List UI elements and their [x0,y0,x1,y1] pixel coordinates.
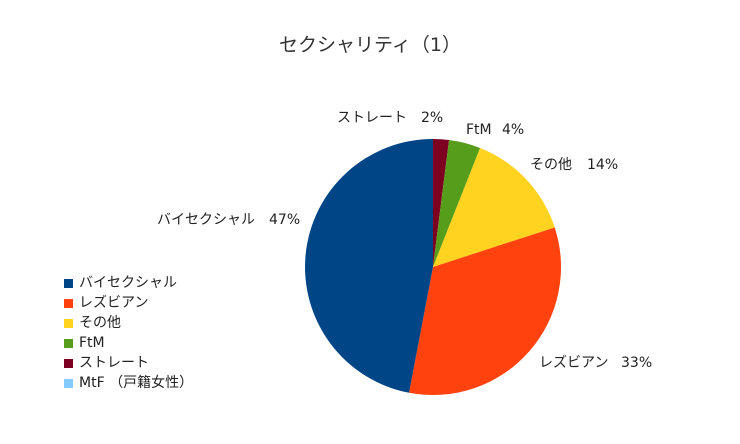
pie-slice-0 [433,139,450,267]
legend-item-3: FtM [64,333,193,353]
legend-swatch-5 [64,378,73,388]
legend-label-3: FtM [79,335,105,351]
legend-item-0: バイセクシャル [64,273,193,293]
legend-swatch-3 [64,338,73,348]
legend-item-2: その他 [64,313,193,333]
legend-label-0: バイセクシャル [79,275,177,291]
pie-slice-1 [433,140,481,267]
legend-item-4: ストレート [64,353,193,373]
slice-pct-label-2: 14% [587,157,618,173]
pie-slice-4 [305,139,433,393]
pie-slice-2 [433,147,555,267]
pie-slice-3 [409,227,562,395]
legend-swatch-4 [64,358,73,368]
slice-pct-label-3: 33% [621,355,652,371]
slice-pct-label-1: 4% [502,122,524,138]
legend-swatch-2 [64,318,73,328]
legend-swatch-0 [64,278,73,288]
legend-label-1: レズビアン [79,295,149,311]
slice-label-1: FtM [466,122,492,138]
legend-label-5: MtF （戸籍女性） [79,375,194,391]
legend-label-4: ストレート [79,355,149,371]
chart-title: セクシャリティ（1） [279,34,461,56]
slice-pct-label-4: 47% [269,212,300,228]
slice-label-2: その他 [530,157,572,173]
legend-swatch-1 [64,298,73,308]
slice-label-3: レズビアン [539,355,608,371]
slice-label-0: ストレート [337,110,407,126]
legend-item-1: レズビアン [64,293,193,313]
legend-item-5: MtF （戸籍女性） [64,373,193,393]
legend-label-2: その他 [79,315,121,331]
slice-label-4: バイセクシャル [157,212,255,228]
legend: バイセクシャル レズビアンその他 FtM ストレート MtF （戸籍女性） [64,273,193,393]
slice-pct-label-0: 2% [421,110,443,126]
